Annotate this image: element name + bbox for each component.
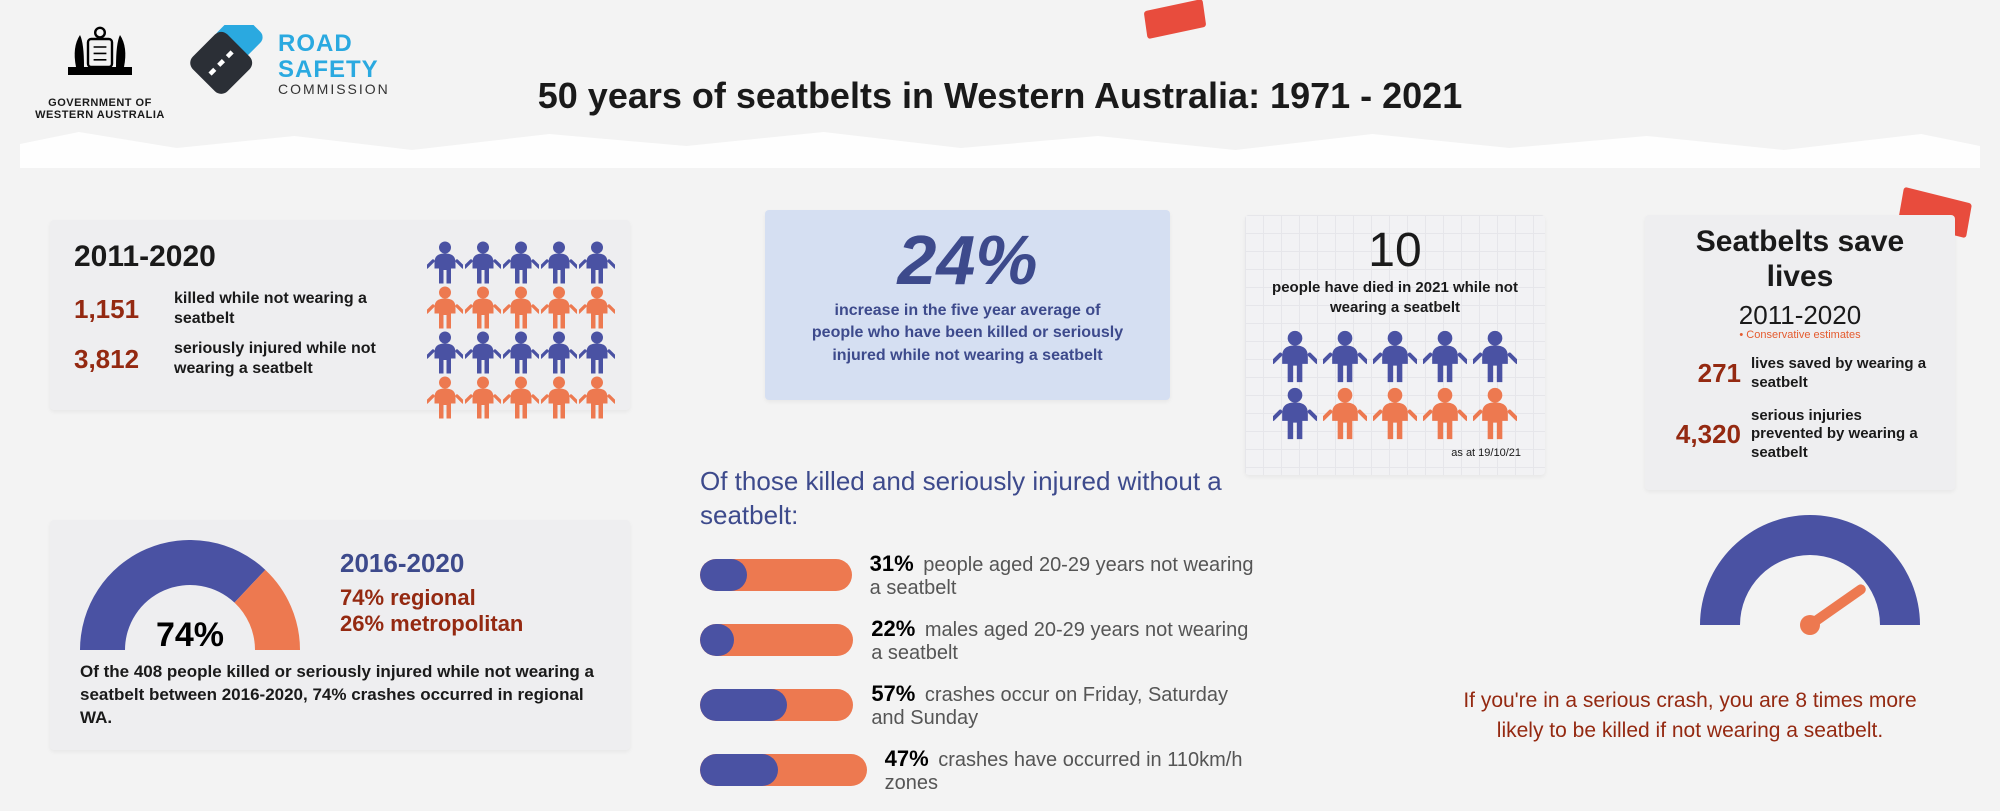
c1-injured-label: seriously injured while not wearing a se…: [174, 339, 404, 379]
page-title: 50 years of seatbelts in Western Austral…: [0, 75, 2000, 117]
pill-bar: [700, 689, 853, 721]
c2-value: 24%: [789, 220, 1146, 300]
c4-conservative: • Conservative estimates: [1669, 329, 1931, 341]
header: GOVERNMENT OF WESTERN AUSTRALIA ROAD SAF…: [0, 0, 2000, 160]
stat-10-deaths: 10 people have died in 2021 while not we…: [1245, 215, 1545, 475]
c2-caption: increase in the five year average of peo…: [789, 300, 1146, 367]
c5-caption: Of the 408 people killed or seriously in…: [80, 661, 600, 730]
breakdown-item: 57% crashes occur on Friday, Saturday an…: [700, 681, 1260, 730]
pill-bar: [700, 624, 853, 656]
seatbelts-save-lives: Seatbelts save lives 2011-2020 • Conserv…: [1645, 215, 1955, 490]
gauge-74pct: 74%: [80, 540, 300, 665]
pill-bar: [700, 559, 852, 591]
c5-years: 2016-2020: [340, 548, 523, 579]
speedometer-icon: [1700, 515, 1920, 650]
rsc-road: ROAD: [278, 31, 390, 56]
regional-gauge: 74% 2016-2020 74% regional 26% metropoli…: [50, 520, 630, 750]
pill-label: 22% males aged 20-29 years not wearing a…: [871, 616, 1260, 665]
c4-saved-label: lives saved by wearing a seatbelt: [1751, 355, 1931, 393]
c4-prev-label: serious injuries prevented by wearing a …: [1751, 407, 1931, 463]
c4-prev-num: 4,320: [1669, 419, 1741, 450]
breakdown-item: 31% people aged 20-29 years not wearing …: [700, 551, 1260, 600]
c4-years: 2011-2020: [1669, 300, 1931, 331]
breakdown-heading: Of those killed and seriously injured wi…: [700, 465, 1260, 533]
c1-people-pictogram: [427, 240, 615, 420]
pill-label: 31% people aged 20-29 years not wearing …: [870, 551, 1260, 600]
c3-caption: people have died in 2021 while not weari…: [1269, 278, 1521, 317]
pill-label: 57% crashes occur on Friday, Saturday an…: [871, 681, 1260, 730]
breakdown-list: Of those killed and seriously injured wi…: [700, 465, 1260, 811]
c3-value: 10: [1269, 223, 1521, 278]
c5-metro: 26% metropolitan: [340, 611, 523, 637]
stat-24pct: 24% increase in the five year average of…: [765, 210, 1170, 400]
c1-injured-num: 3,812: [74, 344, 164, 375]
c4-saved-num: 271: [1669, 358, 1741, 389]
pill-bar: [700, 754, 867, 786]
c4-title: Seatbelts save lives: [1669, 225, 1931, 294]
c1-killed-num: 1,151: [74, 294, 164, 325]
c3-people-pictogram: [1269, 329, 1521, 441]
crash-risk-text: If you're in a serious crash, you are 8 …: [1440, 686, 1940, 745]
c1-killed-label: killed while not wearing a seatbelt: [174, 289, 404, 329]
c3-asat: as at 19/10/21: [1269, 447, 1521, 459]
pill-label: 47% crashes have occurred in 110km/h zon…: [885, 746, 1260, 795]
breakdown-item: 47% crashes have occurred in 110km/h zon…: [700, 746, 1260, 795]
stats-2011-2020: 2011-2020 1,151 killed while not wearing…: [50, 220, 630, 410]
c5-regional: 74% regional: [340, 585, 523, 611]
torn-strip: [20, 128, 1980, 168]
breakdown-item: 22% males aged 20-29 years not wearing a…: [700, 616, 1260, 665]
svg-text:74%: 74%: [156, 616, 224, 654]
